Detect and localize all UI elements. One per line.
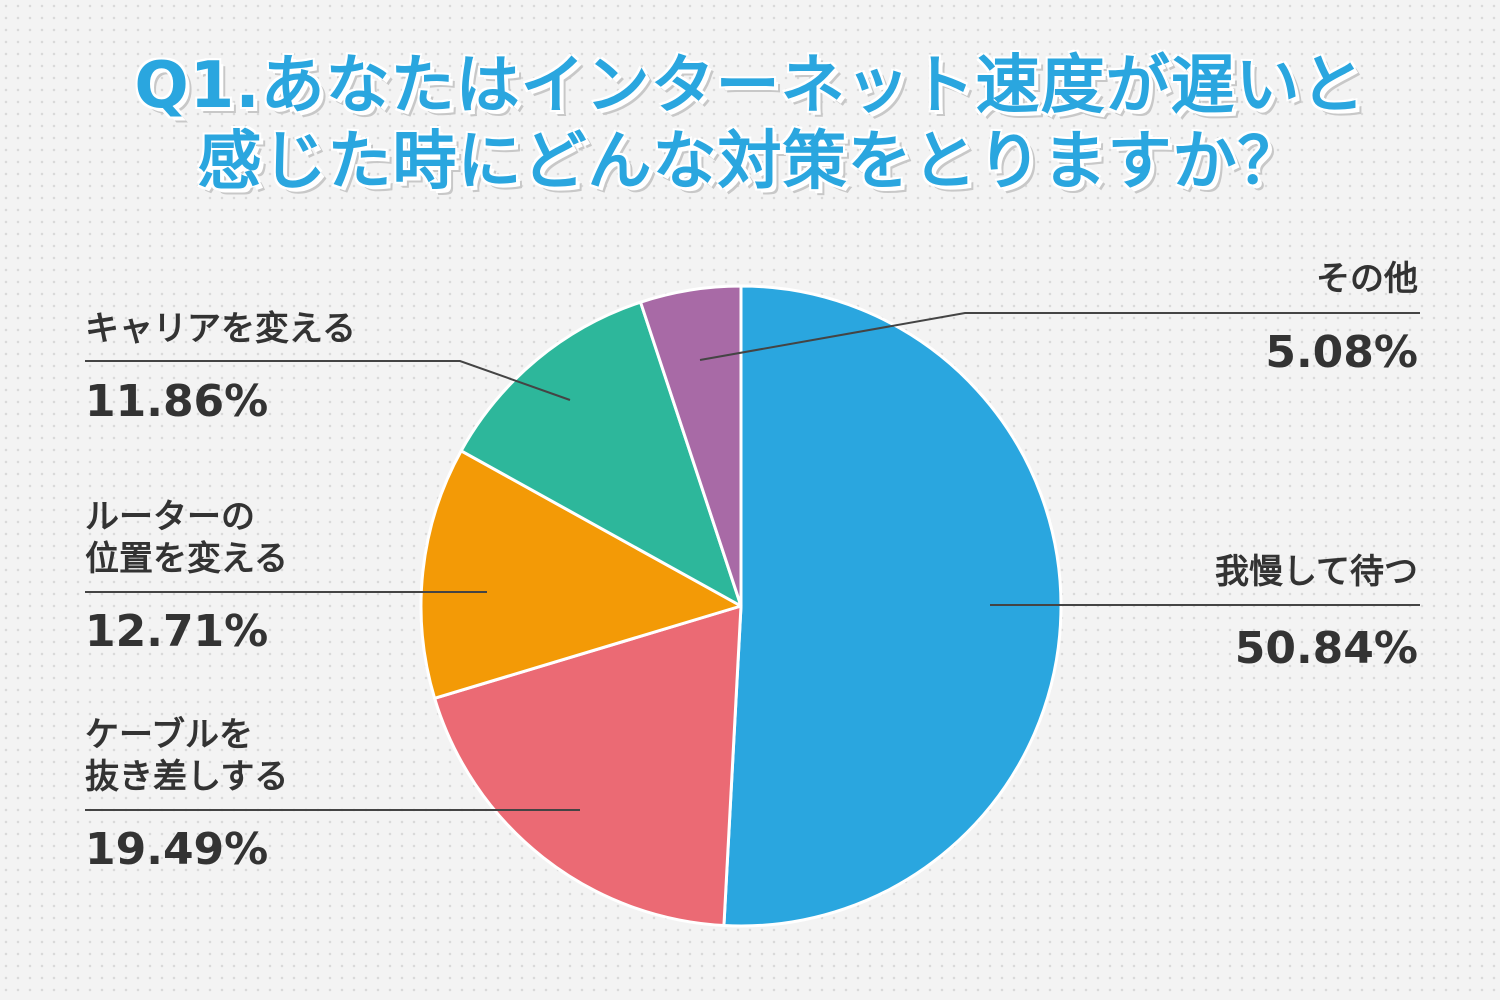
label-gaman-pct: 50.84% xyxy=(1235,623,1418,674)
leader-line-other xyxy=(699,312,1420,361)
label-carrier-pct: 11.86% xyxy=(85,376,268,427)
label-router-line-1: ルーターの xyxy=(85,497,255,537)
label-other-pct: 5.08% xyxy=(1265,327,1418,378)
slice-router xyxy=(419,449,743,700)
leader-line-carrier xyxy=(85,360,571,401)
label-gaman: 我慢して待つ xyxy=(1215,552,1418,592)
slice-other xyxy=(639,284,743,608)
slice-cable xyxy=(433,604,743,928)
slice-carrier xyxy=(459,300,743,608)
label-router-pct: 12.71% xyxy=(85,606,268,657)
leader-lines xyxy=(85,312,1420,811)
label-cable-line-1: ケーブルを xyxy=(85,715,253,755)
pie-slices xyxy=(419,284,1063,928)
label-carrier: キャリアを変える xyxy=(85,309,356,349)
chart-title-line-1: Q1.あなたはインターネット速度が遅いと xyxy=(134,49,1366,123)
label-cable-pct: 19.49% xyxy=(85,824,268,875)
label-router-line-2: 位置を変える xyxy=(85,539,288,579)
label-other: その他 xyxy=(1316,259,1418,299)
chart-title-line-2: 感じた時にどんな対策をとりますか？ xyxy=(197,125,1303,199)
chart-title: Q1.あなたはインターネット速度が遅いと 感じた時にどんな対策をとりますか？ xyxy=(0,48,1500,200)
label-cable-line-2: 抜き差しする xyxy=(85,757,288,797)
slice-gaman xyxy=(722,284,1063,928)
